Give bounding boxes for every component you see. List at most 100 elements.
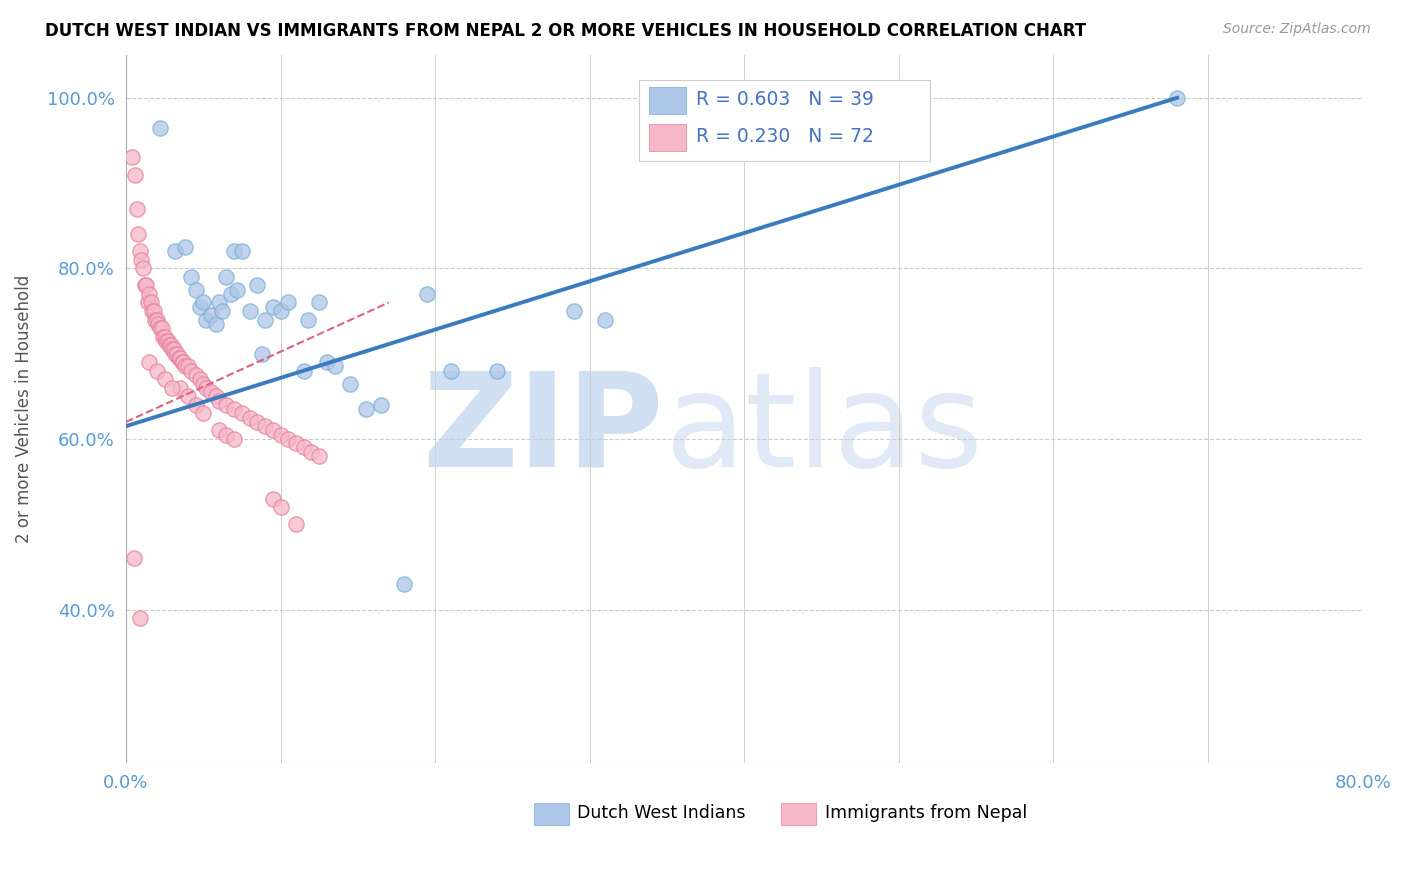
Point [162,381,184,395]
Point [204,389,226,403]
Point [485,364,508,378]
Point [239,410,262,425]
Point [131,252,153,267]
Point [157,338,180,352]
Point [394,577,416,591]
Point [215,427,238,442]
Point [122,551,145,566]
Point [215,398,238,412]
Point [270,427,292,442]
Point [254,419,277,434]
Bar [650,124,686,151]
Point [1166,91,1188,105]
Point [270,304,292,318]
Point [250,346,273,360]
Point [277,432,299,446]
Point [208,393,231,408]
Point [193,376,215,391]
Point [138,355,160,369]
Point [339,376,361,391]
Point [208,424,231,438]
Point [224,432,246,446]
Point [134,278,156,293]
Point [354,402,377,417]
Point [224,402,246,417]
Point [132,261,155,276]
Point [593,312,616,326]
Text: Immigrants from Nepal: Immigrants from Nepal [825,804,1026,822]
Point [177,389,200,403]
Point [262,424,284,438]
Point [188,300,211,314]
Point [239,304,262,318]
Bar [650,87,686,114]
Point [277,295,299,310]
Point [142,304,165,318]
Text: R = 0.603   N = 39: R = 0.603 N = 39 [696,90,875,109]
Point [195,312,218,326]
Point [180,364,202,378]
Point [180,269,202,284]
Point [200,384,222,399]
Point [165,244,187,259]
Point [316,355,339,369]
Point [254,312,277,326]
Point [145,312,167,326]
Point [439,364,461,378]
Point [200,308,222,322]
Point [370,398,392,412]
Text: DUTCH WEST INDIAN VS IMMIGRANTS FROM NEPAL 2 OR MORE VEHICLES IN HOUSEHOLD CORRE: DUTCH WEST INDIAN VS IMMIGRANTS FROM NEP… [45,22,1085,40]
Point [215,269,238,284]
Point [135,278,157,293]
Point [416,287,439,301]
Point [231,406,253,420]
Point [127,227,149,242]
Point [184,368,207,382]
Point [193,406,215,420]
Point [184,283,207,297]
Point [177,359,200,374]
Point [285,517,308,532]
Point [184,398,207,412]
Text: Source: ZipAtlas.com: Source: ZipAtlas.com [1223,22,1371,37]
Point [149,120,172,135]
Bar [534,803,568,825]
Point [129,611,152,625]
Point [246,415,269,429]
Point [193,295,215,310]
Point [169,351,191,365]
Point [204,317,226,331]
FancyBboxPatch shape [640,80,929,161]
Point [292,364,315,378]
Point [167,351,190,365]
Point [166,346,188,360]
Point [262,491,284,506]
Point [153,329,176,343]
Text: Dutch West Indians: Dutch West Indians [578,804,745,822]
Point [208,295,231,310]
Point [246,278,269,293]
Point [231,244,253,259]
Point [125,202,148,216]
Point [163,343,186,357]
Point [301,444,323,458]
Text: ZIP: ZIP [422,367,664,494]
Point [141,304,163,318]
Point [292,441,315,455]
Text: R = 0.230   N = 72: R = 0.230 N = 72 [696,127,875,146]
Point [173,240,195,254]
Point [155,334,177,348]
Point [173,359,195,374]
Point [323,359,346,374]
Point [308,449,330,463]
Point [159,338,181,352]
Point [153,372,176,386]
Point [562,304,585,318]
Point [149,321,172,335]
Point [146,312,169,326]
Point [195,381,218,395]
Point [219,287,242,301]
Point [136,295,159,310]
Bar [782,803,815,825]
Point [262,300,284,314]
